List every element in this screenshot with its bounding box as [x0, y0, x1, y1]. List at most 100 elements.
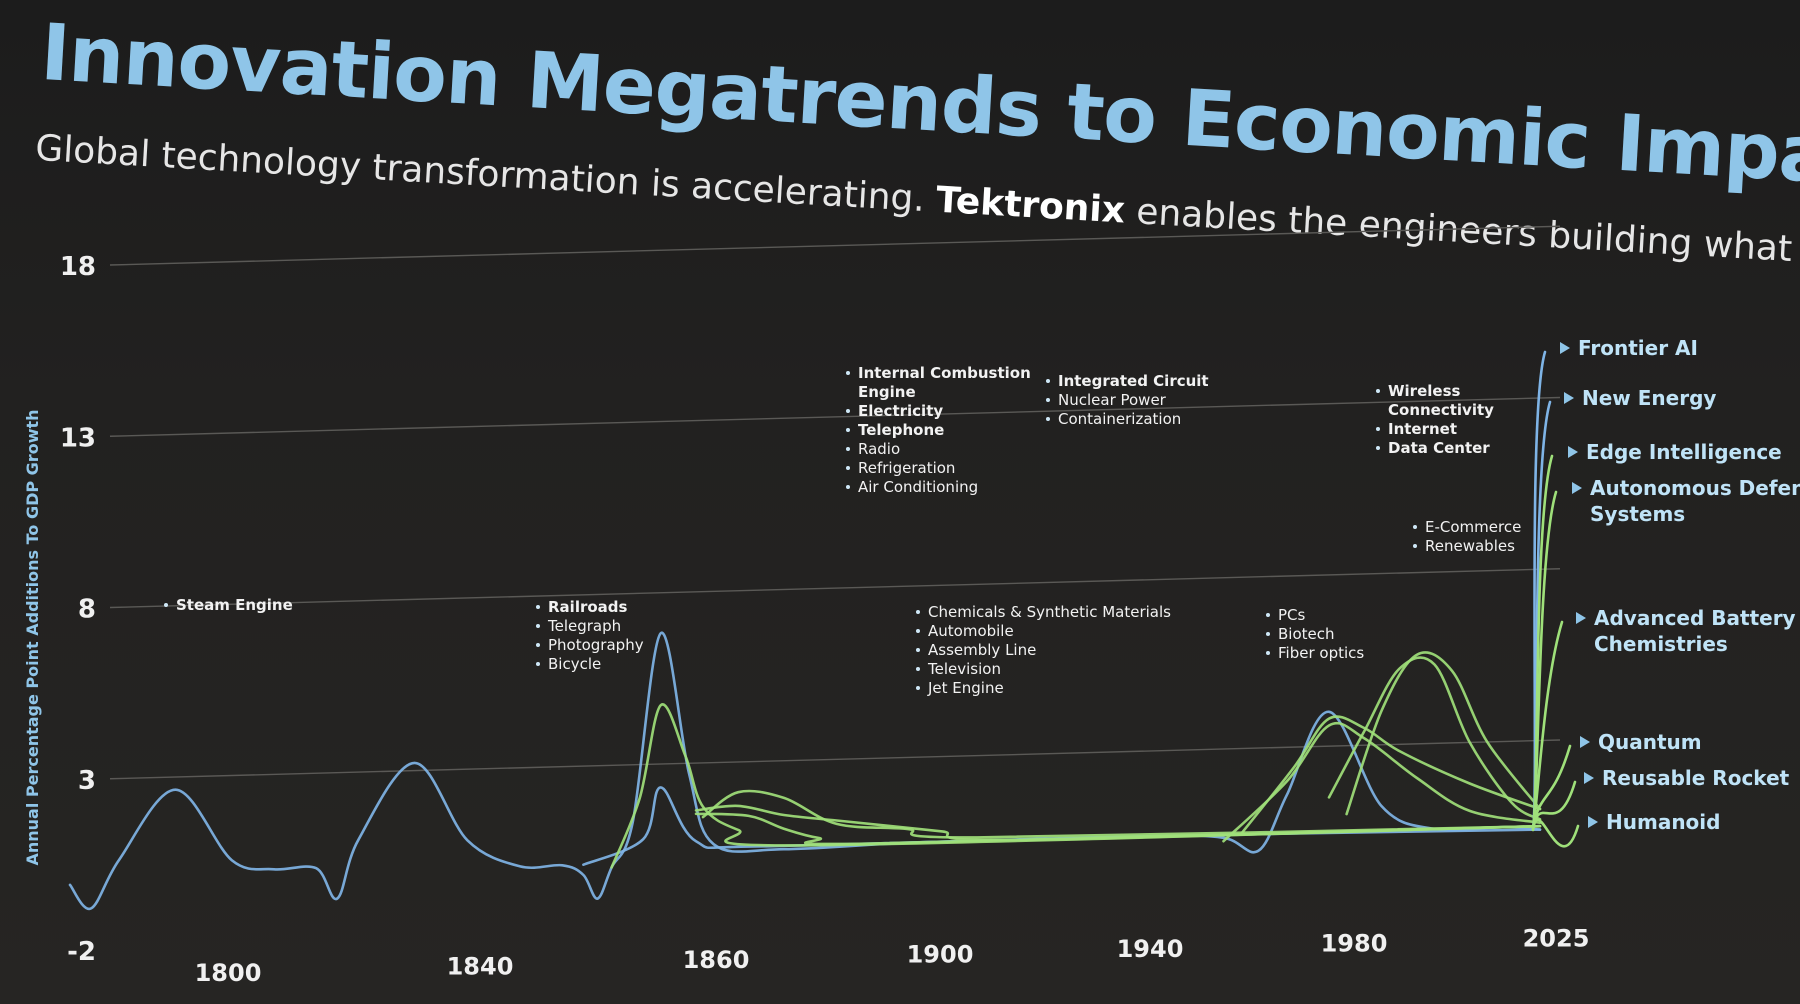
annotation-item: Photography — [548, 636, 644, 654]
y-axis-label: Annual Percentage Point Additions To GDP… — [23, 409, 42, 865]
trend-curve — [1239, 715, 1542, 836]
series-arrow-icon — [1560, 342, 1570, 354]
annotation-item: Data Center — [1388, 439, 1490, 457]
series-label: Humanoid — [1606, 810, 1720, 834]
trend-curve — [694, 804, 1542, 842]
bullet-icon — [916, 686, 920, 690]
x-tick-label: 2025 — [1523, 924, 1590, 952]
bullet-icon — [1266, 632, 1270, 636]
series-arrow-icon — [1588, 816, 1598, 828]
annotation-item: Internet — [1388, 420, 1457, 438]
annotation-item: Electricity — [858, 402, 943, 420]
bullet-icon — [1413, 544, 1417, 548]
annotation-item: Radio — [858, 440, 900, 458]
annotation-group: Internal CombustionEngineElectricityTele… — [846, 364, 1031, 496]
trend-curve — [68, 631, 1542, 911]
x-tick-label: 1940 — [1117, 935, 1184, 963]
bullet-icon — [536, 643, 540, 647]
y-tick-label: 3 — [78, 766, 96, 796]
y-tick-label: -2 — [67, 937, 96, 967]
bullet-icon — [1376, 427, 1380, 431]
annotation-item: Integrated Circuit — [1058, 372, 1209, 390]
series-line — [1531, 818, 1580, 848]
y-tick-label: 18 — [60, 252, 96, 282]
bullet-icon — [1376, 446, 1380, 450]
series-label: Edge Intelligence — [1586, 440, 1782, 464]
series-arrow-icon — [1572, 482, 1582, 494]
bullet-icon — [536, 605, 540, 609]
series-label: Chemistries — [1594, 632, 1728, 656]
annotation-item: Telegraph — [547, 617, 621, 635]
gridline — [109, 225, 1561, 266]
trend-curve — [610, 703, 1542, 869]
annotation-item: E-Commerce — [1425, 518, 1521, 536]
annotation-item: Connectivity — [1388, 401, 1494, 419]
bullet-icon — [1376, 389, 1380, 393]
trend-curve — [1345, 651, 1542, 816]
series-arrow-icon — [1580, 736, 1590, 748]
gridline — [109, 739, 1561, 780]
annotation-item: Fiber optics — [1278, 644, 1364, 662]
bullet-icon — [846, 466, 850, 470]
series-label: Quantum — [1598, 730, 1702, 754]
bullet-icon — [1046, 379, 1050, 383]
bullet-icon — [1266, 613, 1270, 617]
annotation-item: Renewables — [1425, 537, 1515, 555]
bullet-icon — [916, 667, 920, 671]
bullet-icon — [846, 409, 850, 413]
series-arrow-icon — [1584, 772, 1594, 784]
annotation-item: Television — [927, 660, 1001, 678]
series-label: Autonomous Defense — [1590, 476, 1800, 500]
annotation-item: Internal Combustion — [858, 364, 1031, 382]
bullet-icon — [846, 485, 850, 489]
bullet-icon — [846, 371, 850, 375]
x-tick-label: 1860 — [683, 946, 750, 974]
series-arrow-icon — [1576, 612, 1586, 624]
gridline — [109, 396, 1561, 437]
annotation-item: Chemicals & Synthetic Materials — [928, 603, 1171, 621]
trend-curve — [1222, 721, 1542, 843]
annotation-item: Steam Engine — [176, 596, 293, 614]
gridline — [109, 568, 1561, 609]
bullet-icon — [1266, 651, 1270, 655]
series-line — [1531, 620, 1564, 832]
bullet-icon — [1046, 398, 1050, 402]
annotation-item: Wireless — [1388, 382, 1461, 400]
x-tick-label: 1840 — [447, 952, 514, 980]
bullet-icon — [916, 629, 920, 633]
x-tick-label: 1980 — [1321, 930, 1388, 958]
bullet-icon — [1413, 525, 1417, 529]
series-label: Frontier AI — [1578, 336, 1698, 360]
series-arrow-icon — [1564, 392, 1574, 404]
bullet-icon — [846, 428, 850, 432]
annotation-item: Jet Engine — [927, 679, 1004, 697]
bullet-icon — [164, 603, 168, 607]
series-label: Systems — [1590, 502, 1685, 526]
trend-curve — [701, 789, 1542, 839]
annotation-item: Biotech — [1278, 625, 1335, 643]
annotation-item: Railroads — [548, 598, 628, 616]
bullet-icon — [916, 648, 920, 652]
x-tick-label: 1900 — [907, 940, 974, 968]
bullet-icon — [536, 662, 540, 666]
annotation-item: Air Conditioning — [858, 478, 978, 496]
bullet-icon — [536, 624, 540, 628]
bullet-icon — [916, 610, 920, 614]
trend-curve — [1327, 656, 1542, 821]
series-label: New Energy — [1582, 386, 1716, 410]
annotation-item: Assembly Line — [928, 641, 1036, 659]
y-tick-label: 8 — [78, 595, 96, 625]
series-arrow-icon — [1568, 446, 1578, 458]
annotation-group: Chemicals & Synthetic MaterialsAutomobil… — [916, 603, 1171, 697]
annotation-item: PCs — [1278, 606, 1306, 624]
annotation-item: Nuclear Power — [1058, 391, 1167, 409]
annotation-group: Steam Engine — [164, 596, 293, 614]
annotation-item: Engine — [858, 383, 916, 401]
